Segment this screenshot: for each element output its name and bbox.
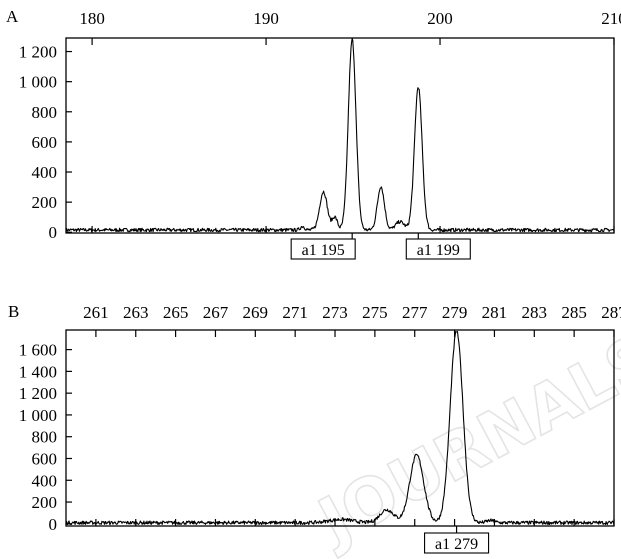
- y-tick-label: 800: [32, 103, 58, 122]
- allele-box: [405, 238, 471, 260]
- x-tick-label: 200: [427, 9, 453, 28]
- y-tick-label: 1 200: [19, 384, 57, 403]
- x-tick-label: 287: [601, 303, 621, 322]
- x-tick-label: 263: [123, 303, 149, 322]
- x-tick-label: 273: [322, 303, 348, 322]
- allele-label: a1 279: [435, 536, 478, 553]
- x-tick-label: 279: [442, 303, 468, 322]
- y-tick-label: 1 000: [19, 406, 57, 425]
- series-line: [65, 330, 615, 526]
- x-tick-label: 283: [522, 303, 548, 322]
- chart-b: 261 263 265 267 269 271 273 275 277 279 281 283 285 2…: [19, 303, 621, 554]
- x-tick-label: 269: [243, 303, 269, 322]
- y-tick-label: 1 600: [19, 341, 57, 360]
- y-tick-label: 400: [32, 471, 58, 490]
- x-tick-label: 285: [561, 303, 587, 322]
- allele-box: [290, 238, 356, 260]
- x-tick-label: 265: [163, 303, 189, 322]
- x-tick-label: 190: [253, 9, 279, 28]
- x-tick-label: 277: [402, 303, 428, 322]
- y-tick-label: 600: [32, 133, 58, 152]
- panel-b-label: B: [8, 302, 19, 321]
- y-tick-label: 600: [32, 449, 58, 468]
- y-tick-label: 1 200: [19, 43, 57, 62]
- y-tick-label: 200: [32, 193, 58, 212]
- series-line: [65, 37, 615, 233]
- x-tick-label: 210: [601, 9, 621, 28]
- allele-box: [424, 532, 490, 554]
- y-tick-label: 200: [32, 493, 58, 512]
- x-tick-label: 271: [282, 303, 308, 322]
- plot-frame: [65, 37, 615, 234]
- plot-frame: [65, 329, 615, 527]
- x-tick-label: 281: [482, 303, 508, 322]
- panel-a-label: A: [6, 7, 19, 26]
- x-tick-label: 267: [203, 303, 229, 322]
- x-tick-label: 275: [362, 303, 388, 322]
- x-tick-label: 180: [79, 9, 105, 28]
- x-tick-label: 261: [83, 303, 109, 322]
- y-tick-label: 800: [32, 428, 58, 447]
- y-tick-label: 1 400: [19, 362, 57, 381]
- y-tick-label: 400: [32, 163, 58, 182]
- y-tick-label: 0: [49, 223, 58, 242]
- chart-a: 180 190 200 210 0 200 400 600 800 1 000 1 200 a1 19…: [19, 9, 621, 260]
- allele-label: a1 199: [417, 242, 460, 259]
- allele-label: a1 195: [302, 242, 345, 259]
- y-tick-label: 1 000: [19, 73, 57, 92]
- y-tick-label: 0: [49, 515, 58, 534]
